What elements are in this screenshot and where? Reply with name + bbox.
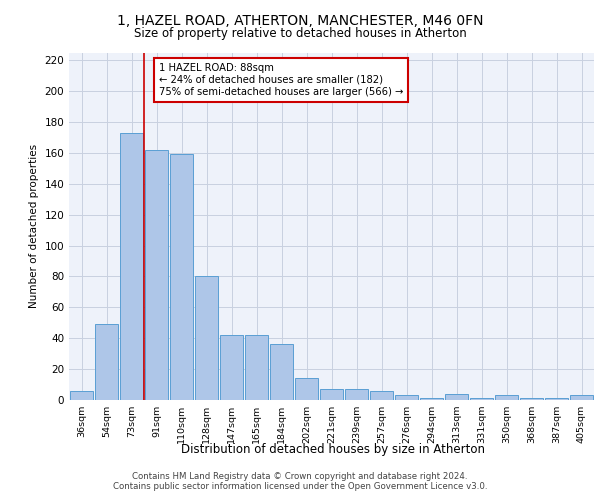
Bar: [95, 324, 118, 400]
Bar: [270, 344, 293, 400]
Bar: [220, 335, 243, 400]
Bar: [295, 378, 318, 400]
Text: Distribution of detached houses by size in Atherton: Distribution of detached houses by size …: [181, 442, 485, 456]
Bar: [445, 394, 468, 400]
Text: Contains public sector information licensed under the Open Government Licence v3: Contains public sector information licen…: [113, 482, 487, 491]
Bar: [495, 396, 518, 400]
Bar: [520, 398, 543, 400]
Bar: [395, 396, 418, 400]
Bar: [570, 396, 593, 400]
Bar: [195, 276, 218, 400]
Bar: [420, 398, 443, 400]
Bar: [470, 398, 493, 400]
Bar: [345, 389, 368, 400]
Bar: [320, 389, 343, 400]
Bar: [145, 150, 168, 400]
Y-axis label: Number of detached properties: Number of detached properties: [29, 144, 39, 308]
Text: Contains HM Land Registry data © Crown copyright and database right 2024.: Contains HM Land Registry data © Crown c…: [132, 472, 468, 481]
Text: Size of property relative to detached houses in Atherton: Size of property relative to detached ho…: [134, 28, 466, 40]
Text: 1 HAZEL ROAD: 88sqm
← 24% of detached houses are smaller (182)
75% of semi-detac: 1 HAZEL ROAD: 88sqm ← 24% of detached ho…: [159, 64, 403, 96]
Bar: [170, 154, 193, 400]
Bar: [545, 398, 568, 400]
Text: 1, HAZEL ROAD, ATHERTON, MANCHESTER, M46 0FN: 1, HAZEL ROAD, ATHERTON, MANCHESTER, M46…: [117, 14, 483, 28]
Bar: [70, 390, 93, 400]
Bar: [370, 390, 393, 400]
Bar: [245, 335, 268, 400]
Bar: [120, 133, 143, 400]
